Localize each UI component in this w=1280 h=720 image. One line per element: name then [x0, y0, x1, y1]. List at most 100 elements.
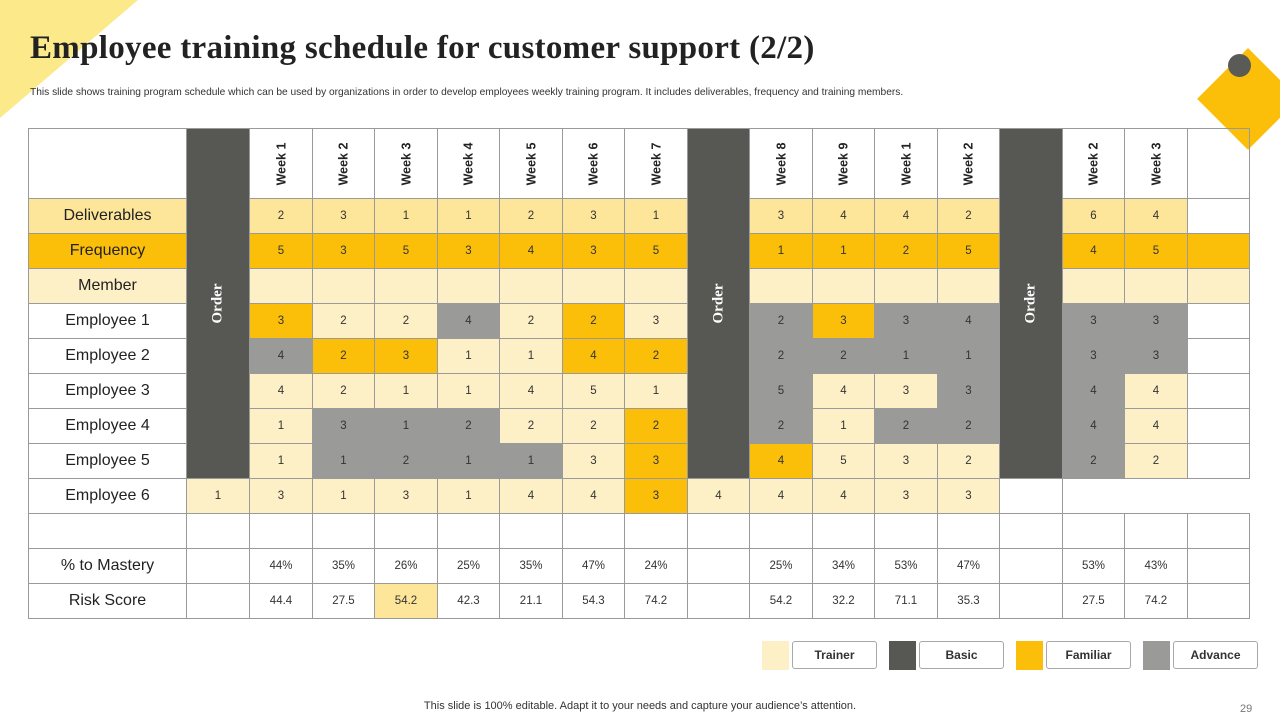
value-cell: 4	[687, 478, 750, 514]
row-label: Risk Score	[28, 583, 187, 619]
value-cell: 25%	[437, 548, 500, 584]
week-label: Week 5	[523, 142, 538, 185]
header-corner-cell	[28, 128, 187, 199]
value-cell	[624, 513, 688, 549]
value-cell: 3	[1124, 338, 1188, 374]
spacer-cell	[186, 548, 250, 584]
value-cell: 2	[312, 303, 375, 339]
value-cell: 2	[499, 303, 563, 339]
value-cell: 74.2	[624, 583, 688, 619]
spacer-cell	[999, 548, 1063, 584]
value-cell: 1	[249, 443, 313, 479]
table-row: % to Mastery 44% 35% 26% 25% 35% 47% 24% 25% 34% 5…	[28, 548, 1250, 584]
week-header: Week 1	[249, 128, 313, 199]
value-cell: 1	[499, 338, 563, 374]
value-cell: 4	[1062, 408, 1125, 444]
value-cell: 5	[249, 233, 313, 269]
value-cell: 1	[624, 373, 688, 409]
spacer-cell	[186, 583, 250, 619]
week-label: Week 7	[648, 142, 663, 185]
table-row: Risk Score 44.4 27.5 54.2 42.3 21.1 54.3 74.2 54…	[28, 583, 1250, 619]
value-cell: 1	[499, 443, 563, 479]
value-cell: 4	[749, 478, 813, 514]
week-header: Week 7	[624, 128, 688, 199]
week-label: Week 8	[773, 142, 788, 185]
value-cell: 2	[749, 408, 813, 444]
value-cell: 4	[812, 373, 875, 409]
week-label: Week 1	[273, 142, 288, 185]
spacer-cell	[687, 583, 750, 619]
value-cell: 5	[562, 373, 625, 409]
value-cell	[812, 513, 875, 549]
order-column: Order	[687, 128, 750, 479]
value-cell: 3	[937, 478, 1000, 514]
value-cell: 2	[312, 338, 375, 374]
row-label: Employee 1	[28, 303, 187, 339]
value-cell: 44.4	[249, 583, 313, 619]
value-cell: 42.3	[437, 583, 500, 619]
row-label	[28, 513, 187, 549]
week-label: Week 2	[336, 142, 351, 185]
legend-swatch	[762, 641, 789, 670]
training-schedule-table: Order Week 1 Week 2 Week 3 Week 4 Week 5 Week …	[28, 128, 1250, 619]
trailing-cell	[1187, 303, 1250, 339]
value-cell: 1	[874, 338, 938, 374]
value-cell: 2	[562, 408, 625, 444]
slide-subtitle: This slide shows training program schedu…	[30, 87, 904, 98]
value-cell: 4	[1124, 198, 1188, 234]
circle-decoration	[1228, 54, 1251, 77]
value-cell: 1	[437, 338, 500, 374]
trailing-cell	[1187, 233, 1250, 269]
value-cell: 2	[874, 408, 938, 444]
value-cell: 2	[937, 198, 1000, 234]
week-label: Week 6	[586, 142, 601, 185]
value-cell: 5	[937, 233, 1000, 269]
value-cell: 26%	[374, 548, 438, 584]
value-cell	[874, 268, 938, 304]
value-cell	[312, 268, 375, 304]
value-cell: 5	[812, 443, 875, 479]
value-cell: 2	[624, 338, 688, 374]
legend-swatch	[889, 641, 916, 670]
order-label: Order	[709, 283, 726, 324]
value-cell: 3	[624, 478, 688, 514]
week-label: Week 4	[461, 142, 476, 185]
value-cell: 2	[937, 443, 1000, 479]
trailing-cell	[1187, 408, 1250, 444]
value-cell: 1	[437, 478, 500, 514]
value-cell: 2	[749, 303, 813, 339]
value-cell: 1	[312, 443, 375, 479]
row-label: % to Mastery	[28, 548, 187, 584]
week-label: Week 1	[898, 142, 913, 185]
value-cell: 3	[312, 408, 375, 444]
corner-decoration-top-left	[0, 0, 138, 118]
week-label: Week 3	[1148, 142, 1163, 185]
value-cell: 4	[249, 373, 313, 409]
value-cell	[312, 513, 375, 549]
value-cell	[374, 513, 438, 549]
value-cell: 2	[1124, 443, 1188, 479]
value-cell: 24%	[624, 548, 688, 584]
week-header: Week 9	[812, 128, 875, 199]
value-cell: 2	[562, 303, 625, 339]
week-header: Week 1	[874, 128, 938, 199]
value-cell: 4	[1124, 373, 1188, 409]
value-cell: 4	[749, 443, 813, 479]
value-cell: 2	[624, 408, 688, 444]
value-cell: 3	[1062, 303, 1125, 339]
value-cell: 1	[812, 233, 875, 269]
value-cell: 3	[249, 303, 313, 339]
row-label: Employee 3	[28, 373, 187, 409]
value-cell: 3	[874, 303, 938, 339]
value-cell: 4	[249, 338, 313, 374]
value-cell	[624, 268, 688, 304]
value-cell: 25%	[749, 548, 813, 584]
value-cell: 35%	[499, 548, 563, 584]
value-cell	[874, 513, 938, 549]
week-header: Week 8	[749, 128, 813, 199]
value-cell: 35.3	[937, 583, 1000, 619]
value-cell: 4	[499, 478, 563, 514]
week-label: Week 2	[961, 142, 976, 185]
